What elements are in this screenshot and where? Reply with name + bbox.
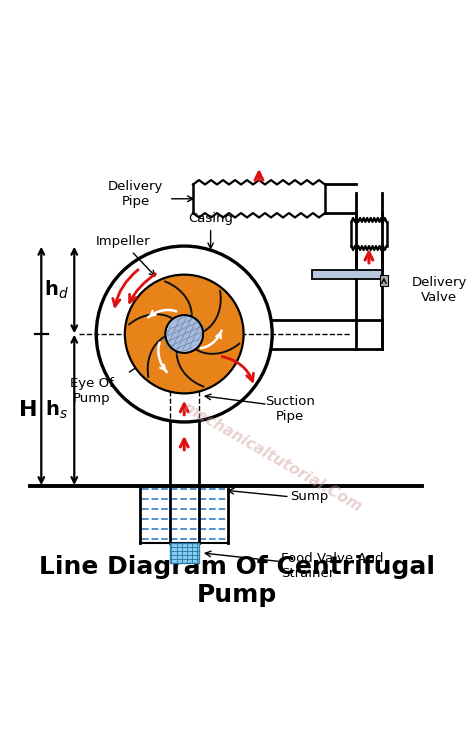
Circle shape (165, 315, 203, 353)
Text: H: H (19, 400, 37, 420)
Text: Suction
Pipe: Suction Pipe (265, 395, 315, 423)
Text: h$_d$: h$_d$ (44, 279, 69, 301)
Text: Sump: Sump (290, 490, 328, 503)
Text: Impeller: Impeller (95, 235, 155, 276)
Text: Eye Of
Pump: Eye Of Pump (70, 377, 114, 405)
Circle shape (125, 274, 244, 393)
Text: Line Diagram Of Centrifugal
Pump: Line Diagram Of Centrifugal Pump (39, 556, 435, 607)
Bar (312, 270, 382, 280)
Text: Delivery
Valve: Delivery Valve (411, 276, 467, 304)
Bar (170, 543, 199, 562)
Text: h$_s$: h$_s$ (45, 398, 68, 421)
Text: Food Valve And
Strainer: Food Valve And Strainer (281, 552, 383, 580)
Bar (380, 274, 388, 286)
Bar (170, 398, 199, 424)
Text: mechanicaltutorial.Com: mechanicaltutorial.Com (180, 399, 365, 515)
Text: Casing: Casing (188, 212, 233, 248)
Text: Delivery
Pipe: Delivery Pipe (108, 181, 164, 209)
